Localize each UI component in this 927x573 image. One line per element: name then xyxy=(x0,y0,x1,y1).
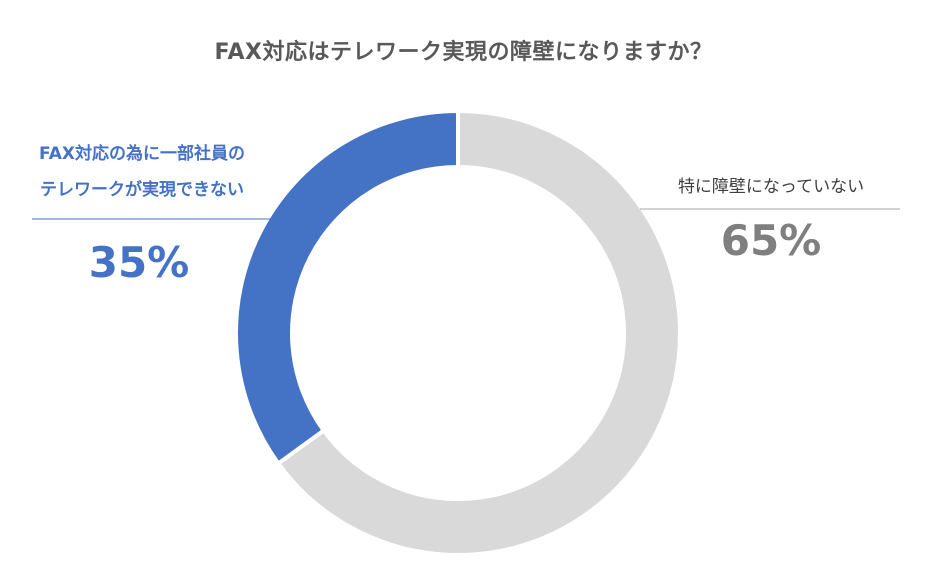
slice-value-no-barrier: 65% xyxy=(720,216,822,265)
slice-barrier xyxy=(234,108,460,467)
slice-value-barrier: 35% xyxy=(88,238,190,287)
slice-label-barrier-line-1: FAX対応の為に一部社員の xyxy=(39,144,245,164)
chart-title: FAX対応はテレワーク実現の障壁になりますか？ xyxy=(214,40,713,65)
donut-slices xyxy=(234,108,682,557)
slice-label-barrier-line-2: テレワークが実現できない xyxy=(40,180,244,200)
slice-label-barrier: FAX対応の為に一部社員の テレワークが実現できない xyxy=(6,136,278,208)
slice-no-barrier xyxy=(275,108,682,557)
slice-label-no-barrier: 特に障壁になっていない xyxy=(677,177,865,197)
